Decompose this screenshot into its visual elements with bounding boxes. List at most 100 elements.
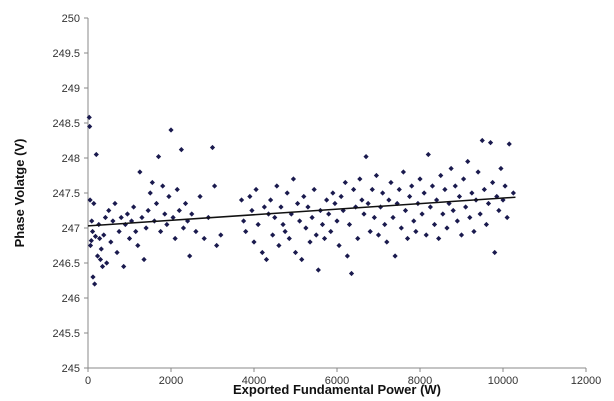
data-point bbox=[365, 200, 371, 207]
data-point bbox=[504, 214, 510, 221]
data-point bbox=[133, 228, 139, 235]
data-point bbox=[340, 207, 346, 214]
data-point bbox=[496, 207, 502, 214]
data-point bbox=[87, 197, 93, 203]
data-point bbox=[102, 214, 109, 221]
data-point bbox=[292, 249, 299, 256]
data-point bbox=[483, 221, 489, 228]
data-point bbox=[396, 186, 402, 193]
data-point bbox=[386, 197, 392, 203]
data-point bbox=[297, 218, 303, 224]
data-point bbox=[413, 228, 419, 235]
data-point bbox=[211, 183, 218, 189]
data-point bbox=[458, 232, 465, 238]
data-point bbox=[481, 186, 487, 193]
data-point bbox=[490, 179, 496, 186]
data-point bbox=[251, 239, 257, 245]
data-point bbox=[160, 183, 166, 189]
data-point bbox=[168, 127, 174, 133]
y-tick-label: 248 bbox=[62, 153, 80, 165]
data-point bbox=[375, 232, 382, 238]
data-point bbox=[479, 137, 485, 144]
data-point bbox=[187, 253, 193, 259]
data-point bbox=[465, 158, 471, 165]
data-point bbox=[313, 232, 319, 238]
data-point bbox=[214, 242, 220, 249]
data-point bbox=[438, 172, 444, 179]
data-point bbox=[268, 197, 274, 203]
data-point bbox=[131, 204, 137, 210]
x-tick-label: 8000 bbox=[408, 375, 432, 387]
x-tick-label: 10000 bbox=[488, 375, 519, 387]
data-point bbox=[492, 249, 498, 256]
data-point bbox=[485, 200, 492, 207]
data-point bbox=[494, 193, 500, 200]
data-point bbox=[361, 211, 367, 217]
y-tick-label: 246.5 bbox=[52, 258, 80, 270]
data-point bbox=[143, 225, 149, 231]
data-point bbox=[346, 221, 353, 228]
data-point bbox=[97, 256, 104, 263]
data-point bbox=[411, 218, 417, 224]
data-point bbox=[106, 207, 112, 214]
y-tick-label: 245 bbox=[62, 363, 80, 375]
data-point bbox=[417, 176, 423, 182]
data-point bbox=[147, 190, 153, 196]
data-point bbox=[321, 235, 328, 242]
data-point bbox=[139, 214, 145, 221]
data-point bbox=[91, 200, 97, 207]
data-point bbox=[218, 232, 224, 238]
data-point bbox=[238, 197, 245, 203]
data-point bbox=[436, 235, 442, 242]
data-point bbox=[149, 179, 155, 186]
data-point bbox=[201, 235, 207, 242]
data-point bbox=[407, 193, 413, 200]
data-point bbox=[357, 176, 363, 182]
data-point bbox=[467, 214, 473, 221]
y-tick-label: 249.5 bbox=[52, 48, 80, 60]
data-point bbox=[282, 228, 288, 235]
data-point bbox=[398, 225, 404, 231]
data-point bbox=[176, 207, 182, 214]
data-point bbox=[463, 204, 469, 210]
x-tick-label: 0 bbox=[85, 375, 91, 387]
data-point bbox=[108, 239, 114, 245]
data-point bbox=[380, 190, 386, 196]
data-point bbox=[290, 176, 297, 182]
data-point bbox=[116, 228, 122, 235]
data-point bbox=[101, 232, 107, 238]
data-point bbox=[460, 176, 467, 182]
data-point bbox=[259, 249, 265, 256]
data-point bbox=[332, 200, 338, 207]
data-point bbox=[87, 242, 94, 249]
data-point bbox=[276, 242, 282, 249]
data-point bbox=[261, 204, 267, 210]
data-point bbox=[431, 221, 438, 228]
data-point bbox=[338, 193, 344, 200]
data-point bbox=[197, 193, 203, 200]
y-tick-label: 247.5 bbox=[52, 188, 80, 200]
data-point bbox=[400, 169, 406, 175]
data-point bbox=[510, 190, 516, 196]
x-axis-ticks: 0 2000 4000 6000 8000 10000 12000 bbox=[85, 368, 601, 387]
y-tick-label: 245.5 bbox=[52, 328, 80, 340]
data-point bbox=[272, 214, 278, 221]
data-point bbox=[89, 228, 96, 235]
data-point bbox=[382, 221, 388, 228]
data-point bbox=[90, 274, 96, 280]
data-point bbox=[286, 235, 292, 242]
data-point bbox=[112, 200, 118, 207]
data-point bbox=[182, 200, 189, 207]
data-point bbox=[475, 169, 481, 175]
data-point bbox=[342, 179, 348, 186]
data-point bbox=[288, 211, 294, 217]
data-point bbox=[454, 218, 460, 224]
data-point bbox=[371, 214, 377, 221]
data-point bbox=[284, 190, 290, 196]
x-tick-label: 6000 bbox=[325, 375, 349, 387]
data-point bbox=[278, 204, 284, 210]
data-point bbox=[270, 232, 276, 238]
data-point bbox=[502, 183, 508, 189]
y-tick-label: 247 bbox=[62, 223, 80, 235]
y-tick-label: 246 bbox=[62, 293, 80, 305]
